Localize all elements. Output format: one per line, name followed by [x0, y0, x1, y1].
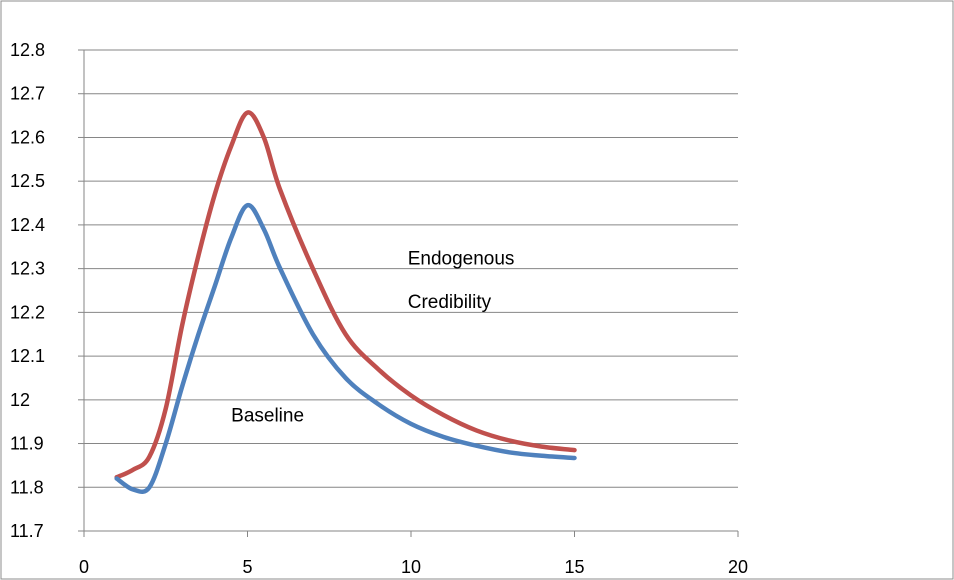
annotations: Endogenous Credibility Baseline	[231, 248, 514, 426]
annotation-label: Baseline	[231, 406, 304, 427]
gridlines	[84, 49, 738, 488]
y-tick-label: 12.1	[10, 346, 45, 366]
y-tick-labels: 11.7 11.8 11.9 12 12.1 12.2 12.3 12.4 12.5 12.6 12…	[10, 40, 45, 541]
y-tick-label: 11.8	[10, 477, 44, 497]
x-tick-label: 10	[401, 557, 421, 577]
y-tick-label: 12	[10, 390, 30, 410]
y-tick-label: 12.6	[10, 127, 45, 147]
x-tick-label: 0	[79, 557, 89, 577]
annotation-label: Endogenous	[408, 248, 515, 269]
series-line-endogenous-credibility	[114, 110, 577, 480]
y-tick-label: 12.4	[10, 215, 45, 235]
y-tick-label: 11.9	[10, 434, 44, 454]
x-tick-label: 5	[242, 557, 252, 577]
y-tick-label: 12.5	[10, 171, 45, 191]
series-line-baseline	[114, 202, 577, 495]
y-tick-label: 12.3	[10, 259, 45, 279]
x-tick-label: 15	[564, 557, 584, 577]
annotation-label: Credibility	[408, 292, 492, 313]
y-tick-label: 12.2	[10, 302, 45, 322]
y-tick-label: 12.7	[10, 84, 45, 104]
x-tick-label: 20	[728, 557, 748, 577]
x-tick-labels: 0 5 10 15 20	[79, 557, 748, 577]
y-tick-label: 11.7	[10, 521, 44, 541]
axes	[78, 49, 739, 537]
y-tick-label: 12.8	[10, 40, 45, 60]
series-lines	[114, 110, 577, 495]
